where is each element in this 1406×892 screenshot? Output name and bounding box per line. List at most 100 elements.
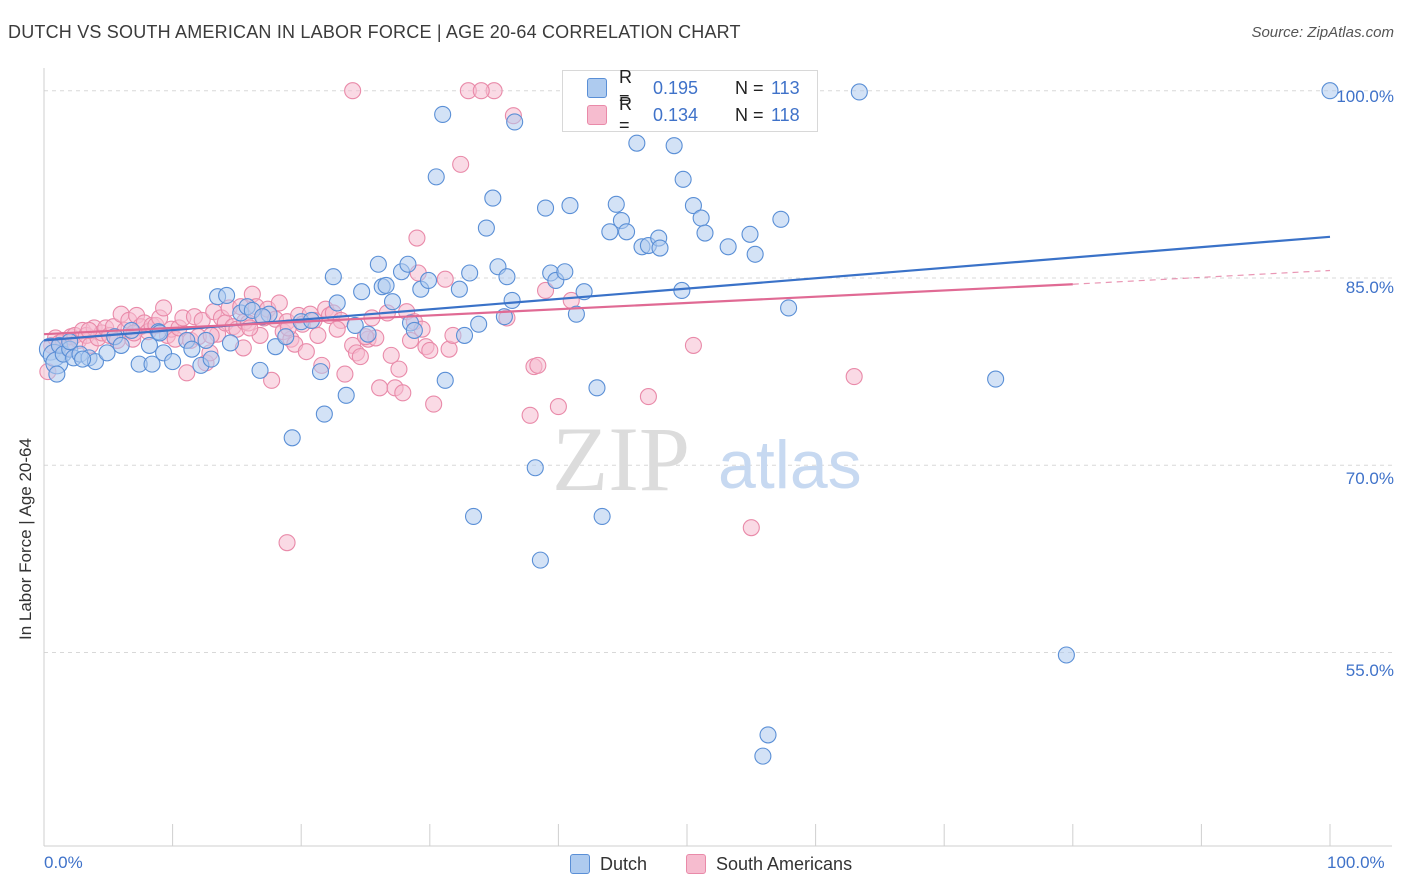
n-label: N = [735, 77, 764, 98]
dutch-point [251, 361, 269, 379]
dutch-point [427, 168, 445, 186]
dutch-point [684, 197, 702, 215]
x-tick-label-max: 100.0% [1327, 853, 1385, 872]
dutch-point [377, 276, 395, 295]
south-americans-point [421, 341, 439, 359]
dutch-point [455, 326, 474, 344]
south-americans-point [344, 82, 362, 100]
dutch-point [383, 293, 402, 311]
south-americans-point [549, 398, 567, 416]
south-americans-point [845, 368, 863, 386]
watermark-atlas: atlas [718, 427, 862, 503]
south-americans-point [270, 294, 288, 312]
dutch-point [1321, 82, 1339, 100]
south-americans-point [390, 360, 408, 378]
dutch-point [556, 263, 574, 281]
dutch-point [328, 294, 346, 312]
legend-item-dutch[interactable]: Dutch [570, 851, 647, 877]
south-americans-point [371, 379, 389, 397]
dutch-point [183, 340, 201, 358]
legend-row-dutch: R = 0.195 N = 113 [587, 67, 800, 108]
watermark: ZIP atlas [552, 408, 862, 510]
dutch-point [692, 209, 710, 227]
dutch-point [346, 316, 364, 334]
dutch-point [140, 336, 159, 354]
legend-item-south-americans[interactable]: South Americans [686, 851, 852, 877]
legend-label-dutch: Dutch [600, 853, 648, 874]
dutch-point [531, 551, 549, 569]
y-tick-label: 85.0% [1345, 278, 1394, 297]
south-americans-swatch [587, 105, 607, 125]
dutch-point [283, 429, 301, 447]
dutch-point [470, 315, 488, 333]
grid-layer [44, 90, 1392, 653]
south-americans-point [529, 356, 547, 374]
dutch-point [419, 271, 438, 290]
dutch-point [434, 105, 452, 123]
dutch-swatch [570, 854, 590, 874]
dutch-point [436, 371, 454, 389]
x-tick-label-min: 0.0% [44, 853, 83, 872]
dutch-point [143, 355, 161, 373]
stats-legend: R = 0.195 N = 113 R = 0.134 N = 118 [562, 67, 818, 135]
y-tick-label: 100.0% [1336, 87, 1394, 106]
south-americans-point [472, 82, 490, 100]
legend-row-south-americans: R = 0.134 N = 118 [587, 94, 800, 135]
dutch-point [618, 223, 636, 241]
dutch-point [567, 305, 585, 323]
south-americans-trend-extension [1072, 269, 1331, 285]
n-label: N = [735, 104, 764, 125]
dutch-point [628, 134, 646, 152]
south-americans-n-value: 118 [771, 104, 800, 125]
dutch-point [665, 137, 683, 155]
trend-lines [43, 235, 1331, 342]
y-tick-label: 70.0% [1345, 469, 1394, 488]
dutch-point [218, 286, 236, 305]
dutch-point [506, 113, 524, 131]
dutch-point [607, 195, 625, 213]
dutch-point [461, 264, 479, 282]
south-americans-point [351, 348, 369, 366]
dutch-point [315, 405, 333, 423]
dutch-point [593, 507, 611, 525]
dutch-point [1057, 646, 1075, 664]
dutch-point [61, 333, 79, 351]
dutch-swatch [587, 78, 607, 98]
dutch-point [311, 363, 330, 381]
south-americans-point [536, 281, 555, 300]
south-americans-point [639, 388, 657, 406]
dutch-point [48, 365, 66, 383]
r-label: R = [619, 67, 632, 108]
dutch-point [221, 334, 240, 352]
dutch-point [772, 210, 790, 228]
dutch-point [277, 328, 295, 346]
south-americans-r-value: 0.134 [653, 104, 699, 125]
south-americans-swatch [686, 854, 706, 874]
dutch-point [759, 726, 777, 744]
dutch-point [164, 353, 182, 371]
dutch-point [74, 350, 92, 368]
south-americans-point [297, 343, 315, 361]
south-americans-point [263, 371, 281, 389]
dutch-point [780, 299, 798, 317]
dutch-point [477, 219, 495, 237]
source-credit: Source: ZipAtlas.com [1251, 24, 1394, 41]
dutch-point [464, 507, 483, 525]
dutch-point [741, 225, 759, 243]
dutch-point [450, 280, 468, 298]
south-americans-point [382, 346, 400, 364]
south-americans-point [336, 365, 354, 383]
south-americans-point [80, 321, 98, 339]
dutch-point [746, 245, 764, 263]
axis-layer [43, 68, 1392, 847]
y-tick-label: 55.0% [1345, 661, 1394, 680]
dutch-point [503, 291, 521, 310]
dutch-point [399, 255, 417, 273]
south-americans-point [328, 320, 346, 338]
dutch-point [324, 268, 342, 286]
dutch-point [536, 199, 555, 217]
dutch-point [266, 338, 285, 356]
legend-label-south-americans: South Americans [716, 853, 853, 874]
dutch-point [588, 379, 606, 397]
